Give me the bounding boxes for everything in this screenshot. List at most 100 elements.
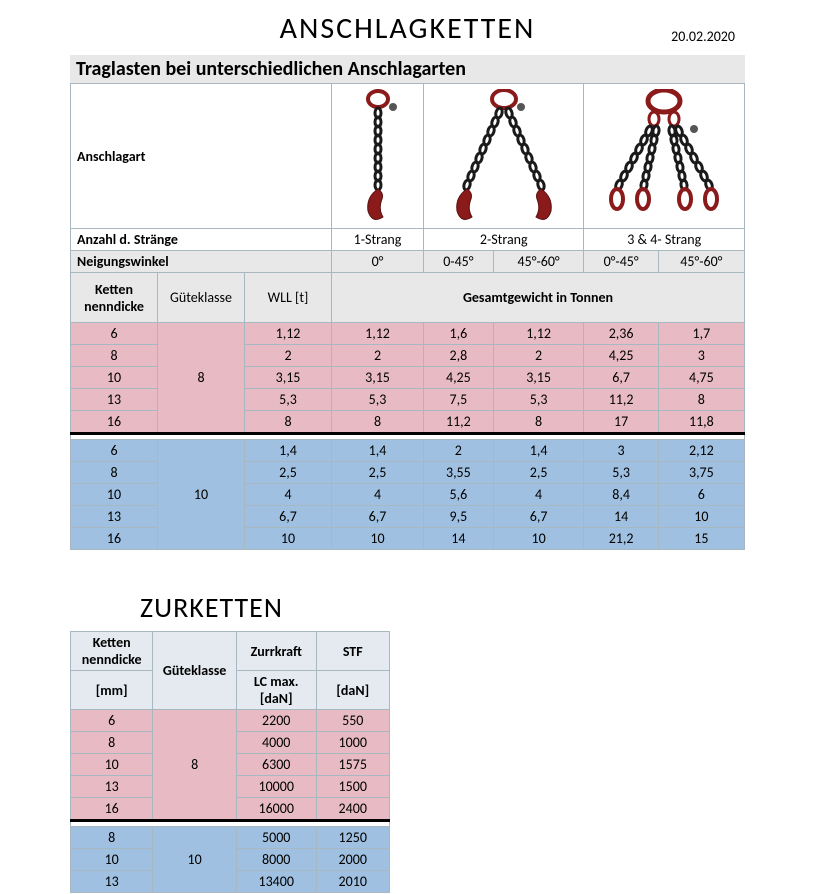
table-cell: 16	[71, 798, 153, 821]
table-cell: 1,7	[658, 323, 744, 345]
table-cell: 2200	[236, 710, 316, 732]
table-cell: 6,7	[245, 506, 332, 528]
table-cell: 3	[584, 440, 658, 462]
table-cell: 16	[71, 411, 158, 434]
neigung-4: 45°-60°	[658, 251, 744, 273]
table-cell: 2,8	[424, 345, 494, 367]
table-cell: 5000	[236, 827, 316, 849]
table-cell: 550	[316, 710, 390, 732]
table-cell: 2	[493, 345, 584, 367]
table-cell: 5,3	[493, 389, 584, 411]
table-cell: 2,5	[332, 462, 424, 484]
table-cell: 8	[332, 411, 424, 434]
table-cell: 13400	[236, 871, 316, 893]
table-cell: 8	[71, 732, 153, 754]
table-cell: 1,12	[245, 323, 332, 345]
straenge-2: 2-Strang	[424, 229, 584, 251]
table-cell: 8	[493, 411, 584, 434]
table-cell: 2010	[316, 871, 390, 893]
table-cell: 11,2	[424, 411, 494, 434]
table-cell: 1500	[316, 776, 390, 798]
table-cell: 1,12	[332, 323, 424, 345]
table-cell: 8	[245, 411, 332, 434]
table-cell: 3,15	[245, 367, 332, 389]
table-cell: 6,7	[493, 506, 584, 528]
table-cell: 13	[71, 776, 153, 798]
table-cell: 2	[245, 345, 332, 367]
neigung-label: Neigungswinkel	[71, 251, 332, 273]
table-cell: 13	[71, 871, 153, 893]
table-cell: 15	[658, 528, 744, 550]
t2-unit-dan: [daN]	[316, 671, 390, 710]
table-cell: 3	[658, 345, 744, 367]
table-cell: 10	[71, 367, 158, 389]
table-cell: 3,15	[493, 367, 584, 389]
t2-hdr-zurr: Zurrkraft	[236, 632, 316, 671]
table-cell: 4,25	[584, 345, 658, 367]
chain-3-4strand-icon	[584, 84, 745, 229]
table-cell: 1575	[316, 754, 390, 776]
neigung-1: 0-45°	[424, 251, 494, 273]
table-cell: 1,4	[245, 440, 332, 462]
table-cell: 6300	[236, 754, 316, 776]
gk-cell: 10	[158, 440, 245, 550]
hdr-wll: WLL [t]	[245, 273, 332, 323]
table-cell: 2000	[316, 849, 390, 871]
table-cell: 11,8	[658, 411, 744, 434]
table-cell: 10	[245, 528, 332, 550]
table-cell: 1,4	[493, 440, 584, 462]
gk-cell: 10	[153, 827, 237, 893]
chain-1strand-icon	[332, 84, 424, 229]
table-cell: 10	[493, 528, 584, 550]
anschlagart-label: Anschlagart	[71, 84, 332, 229]
zurketten-table: Ketten nenndicke Güteklasse Zurrkraft ST…	[70, 631, 390, 893]
table-cell: 16	[71, 528, 158, 550]
table-cell: 4	[493, 484, 584, 506]
table-cell: 2400	[316, 798, 390, 821]
table-cell: 16000	[236, 798, 316, 821]
table-cell: 5,3	[584, 462, 658, 484]
table-cell: 6	[71, 323, 158, 345]
table-cell: 10	[71, 484, 158, 506]
table-cell: 6	[71, 440, 158, 462]
table-cell: 10	[71, 849, 153, 871]
table-cell: 3,75	[658, 462, 744, 484]
table-cell: 3,15	[332, 367, 424, 389]
gk-cell: 8	[158, 323, 245, 434]
table-cell: 6,7	[332, 506, 424, 528]
neigung-2: 45°-60°	[493, 251, 584, 273]
table-cell: 1,4	[332, 440, 424, 462]
table-cell: 2,5	[245, 462, 332, 484]
t2-hdr-gk: Güteklasse	[153, 632, 237, 710]
table-cell: 4	[332, 484, 424, 506]
table-cell: 4,75	[658, 367, 744, 389]
table-cell: 8,4	[584, 484, 658, 506]
table-cell: 2	[332, 345, 424, 367]
t2-hdr-ketten: Ketten nenndicke	[71, 632, 153, 671]
table-cell: 10	[71, 754, 153, 776]
table-cell: 5,6	[424, 484, 494, 506]
table-cell: 8	[71, 827, 153, 849]
hdr-ketten: Ketten nenndicke	[71, 273, 158, 323]
table-cell: 6	[71, 710, 153, 732]
neigung-0: 0°	[332, 251, 424, 273]
table-cell: 10	[658, 506, 744, 528]
table-cell: 10000	[236, 776, 316, 798]
straenge-3: 3 & 4- Strang	[584, 229, 745, 251]
straenge-1: 1-Strang	[332, 229, 424, 251]
table-cell: 21,2	[584, 528, 658, 550]
table-cell: 5,3	[245, 389, 332, 411]
t2-hdr-stf: STF	[316, 632, 390, 671]
title2: ZURKETTEN	[140, 590, 815, 625]
table-cell: 6,7	[584, 367, 658, 389]
table-cell: 9,5	[424, 506, 494, 528]
table-cell: 1000	[316, 732, 390, 754]
table-cell: 2	[424, 440, 494, 462]
table-cell: 3,55	[424, 462, 494, 484]
table-cell: 13	[71, 389, 158, 411]
table-cell: 4	[245, 484, 332, 506]
table-cell: 2,5	[493, 462, 584, 484]
table-cell: 2,36	[584, 323, 658, 345]
table-cell: 6	[658, 484, 744, 506]
table-cell: 1,12	[493, 323, 584, 345]
